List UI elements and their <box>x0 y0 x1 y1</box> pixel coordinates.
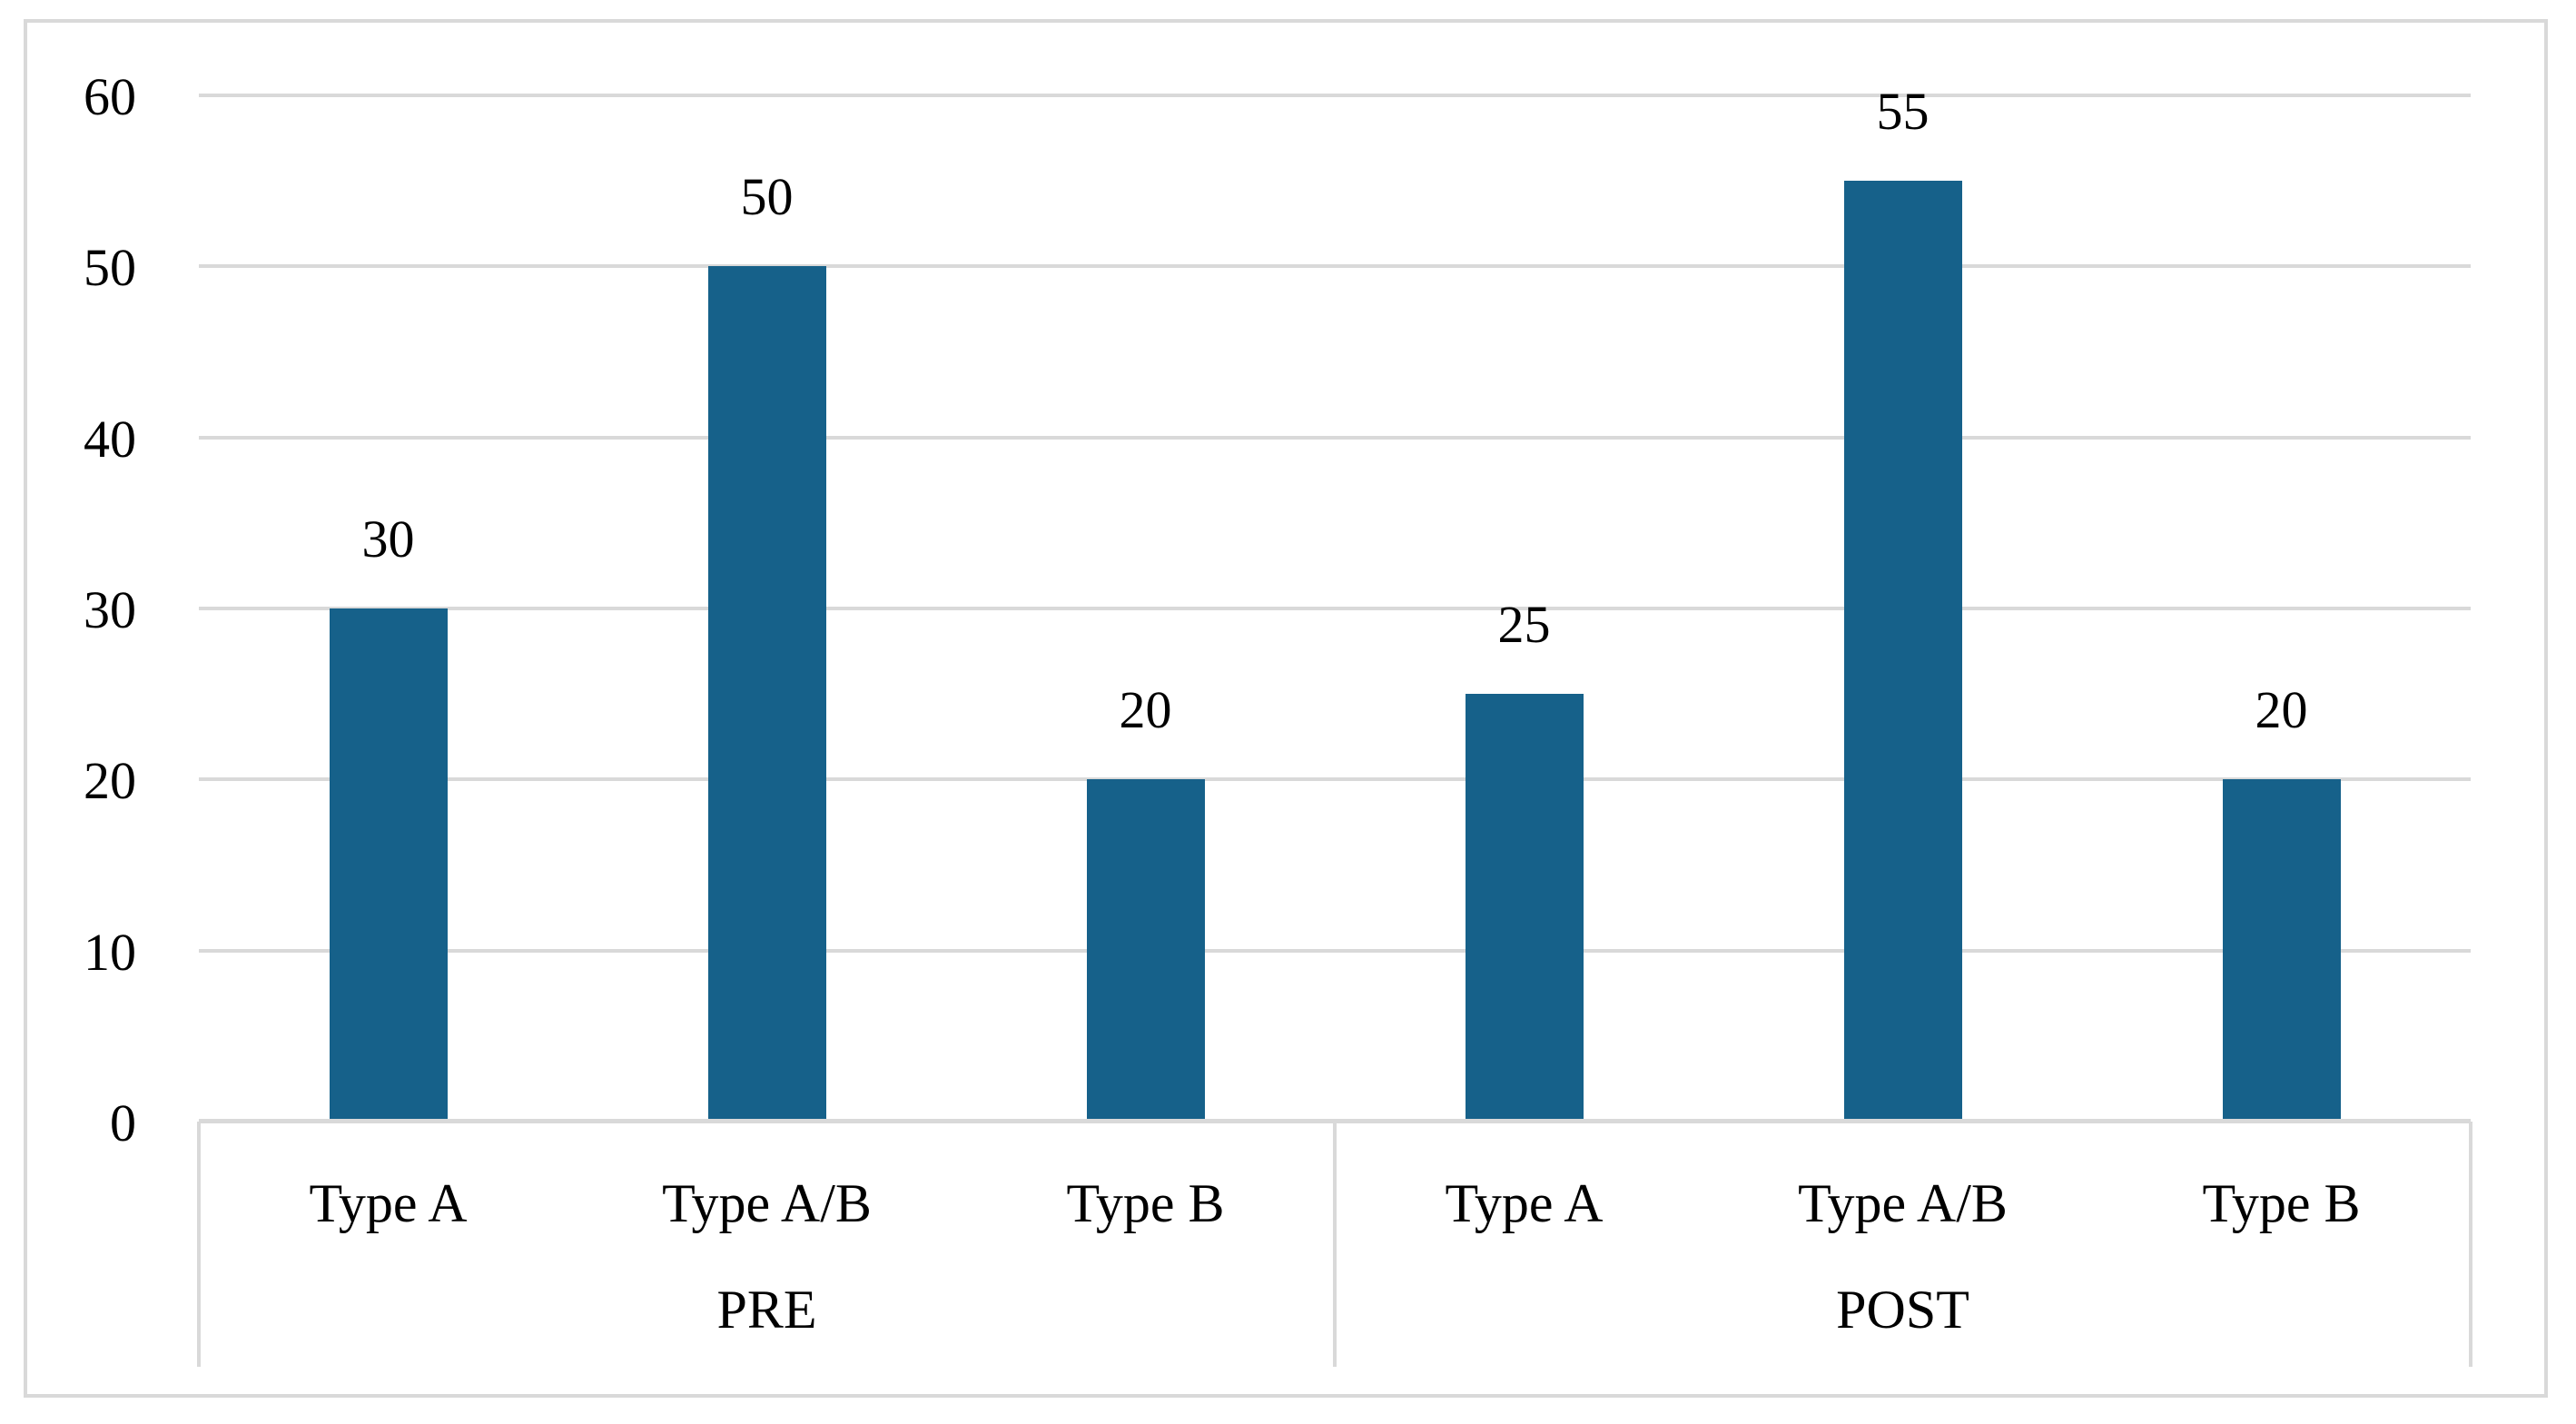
bar-post-type-a <box>1465 694 1584 1122</box>
gridline-50 <box>199 264 2471 269</box>
bar-pre-type-a-b <box>707 266 826 1122</box>
category-label-pre-type-a-b: Type A/B <box>662 1173 872 1233</box>
y-tick-label-20: 20 <box>84 751 136 811</box>
bar-pre-type-b <box>1086 779 1205 1122</box>
data-label-post-type-b: 20 <box>2255 680 2308 740</box>
bar-post-type-b <box>2222 779 2341 1122</box>
bar-post-type-a-b <box>1843 181 1962 1122</box>
category-label-pre-type-a: Type A <box>309 1173 468 1233</box>
gridline-60 <box>199 94 2471 97</box>
y-tick-label-40: 40 <box>84 409 136 469</box>
y-tick-label-30: 30 <box>84 580 136 639</box>
bar-pre-type-a <box>329 608 448 1122</box>
category-label-post-type-b: Type B <box>2202 1173 2361 1233</box>
gridline-20 <box>199 777 2471 782</box>
chart-border-frame <box>24 19 2548 1398</box>
data-label-post-type-a: 25 <box>1497 595 1551 655</box>
gridline-30 <box>199 607 2471 610</box>
y-tick-label-50: 50 <box>84 238 136 298</box>
data-label-post-type-a-b: 55 <box>1876 82 1930 142</box>
group-label-pre: PRE <box>716 1280 817 1340</box>
gridline-40 <box>199 435 2471 440</box>
category-label-pre-type-b: Type B <box>1066 1173 1225 1233</box>
data-label-pre-type-a: 30 <box>361 509 415 569</box>
data-label-pre-type-b: 20 <box>1119 680 1172 740</box>
data-label-pre-type-a-b: 50 <box>740 167 794 227</box>
y-tick-label-10: 10 <box>84 922 136 982</box>
axis-box-group-divider <box>1333 1122 1337 1367</box>
y-tick-label-0: 0 <box>110 1093 136 1152</box>
axis-box-right-border <box>2469 1122 2472 1367</box>
y-tick-label-60: 60 <box>84 67 136 126</box>
axis-box-left-border <box>197 1122 201 1367</box>
category-label-post-type-a: Type A <box>1445 1173 1604 1233</box>
category-label-post-type-a-b: Type A/B <box>1798 1173 2008 1233</box>
x-axis-line <box>199 1119 2471 1123</box>
gridline-10 <box>199 948 2471 953</box>
group-label-post: POST <box>1836 1280 1969 1340</box>
